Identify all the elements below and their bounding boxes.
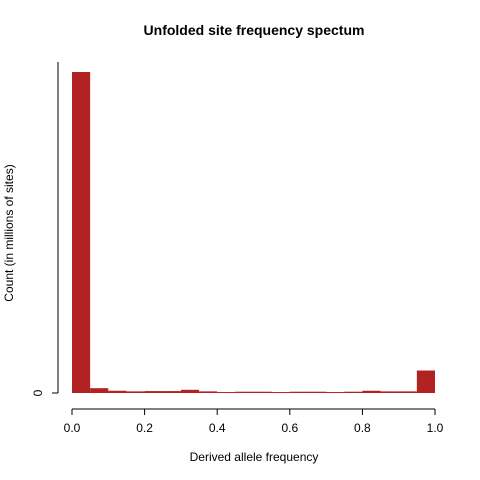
y-ticks-group: 0 <box>31 389 58 396</box>
histogram-bar <box>217 392 236 394</box>
histogram-bar <box>398 391 417 393</box>
x-tick-label: 1.0 <box>427 421 444 435</box>
histogram-bar <box>416 370 435 393</box>
histogram-bar <box>253 391 272 393</box>
histogram-bar <box>326 392 345 394</box>
histogram-bar <box>72 72 91 393</box>
histogram-bar <box>307 391 327 393</box>
x-tick-label: 0.0 <box>64 421 81 435</box>
histogram-bar <box>199 391 218 393</box>
bars-group <box>72 72 435 394</box>
histogram-bar <box>180 389 200 393</box>
x-tick-label: 0.4 <box>209 421 226 435</box>
histogram-bar <box>271 392 290 394</box>
histogram-bar <box>90 388 109 393</box>
histogram-bar <box>235 391 254 393</box>
histogram-bar <box>126 391 145 393</box>
histogram-bar <box>380 391 399 393</box>
y-axis-label: Count (in millions of sites) <box>2 164 16 301</box>
histogram-bar <box>144 391 163 393</box>
x-axis-label: Derived allele frequency <box>190 450 319 464</box>
histogram-bar <box>289 391 308 393</box>
x-tick-label: 0.6 <box>281 421 298 435</box>
chart-title: Unfolded site frequency spectum <box>144 22 365 38</box>
x-tick-label: 0.2 <box>136 421 153 435</box>
histogram-bar <box>108 390 127 393</box>
x-ticks-group: 0.0 0.2 0.4 0.6 0.8 1.0 <box>64 409 444 435</box>
histogram-bar <box>162 391 181 393</box>
y-tick-label: 0 <box>31 389 45 396</box>
histogram-bar <box>344 391 363 393</box>
x-tick-label: 0.8 <box>354 421 371 435</box>
histogram-bar <box>362 390 381 393</box>
